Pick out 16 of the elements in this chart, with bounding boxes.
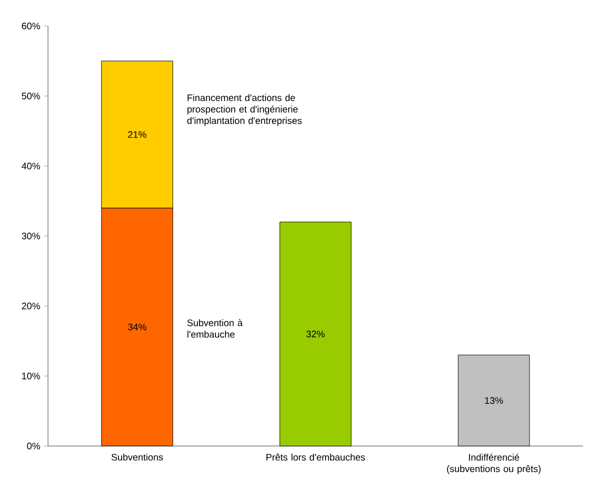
- y-tick-label: 0%: [27, 442, 40, 450]
- y-tick-label: 20%: [22, 302, 40, 310]
- y-tick-label: 50%: [22, 92, 40, 100]
- x-tick-label: Indifférencié (subventions ou prêts): [447, 454, 541, 474]
- y-tick-label: 40%: [22, 162, 40, 170]
- y-tick-label: 30%: [22, 232, 40, 240]
- annotation: Subvention à l'embauche: [187, 319, 243, 338]
- y-tick-label: 60%: [22, 22, 40, 30]
- data-label: 21%: [128, 131, 146, 138]
- x-tick-label: Prêts lors d'embauches: [266, 454, 365, 461]
- data-label: 13%: [485, 397, 503, 404]
- y-tick-label: 10%: [22, 372, 40, 380]
- annotation: Financement d'actions de prospection et d'ingénierie d'implantation d'entreprises: [187, 94, 302, 126]
- data-label: 34%: [128, 324, 146, 330]
- data-label: 32%: [306, 330, 325, 338]
- x-tick-label: Subventions: [112, 454, 163, 461]
